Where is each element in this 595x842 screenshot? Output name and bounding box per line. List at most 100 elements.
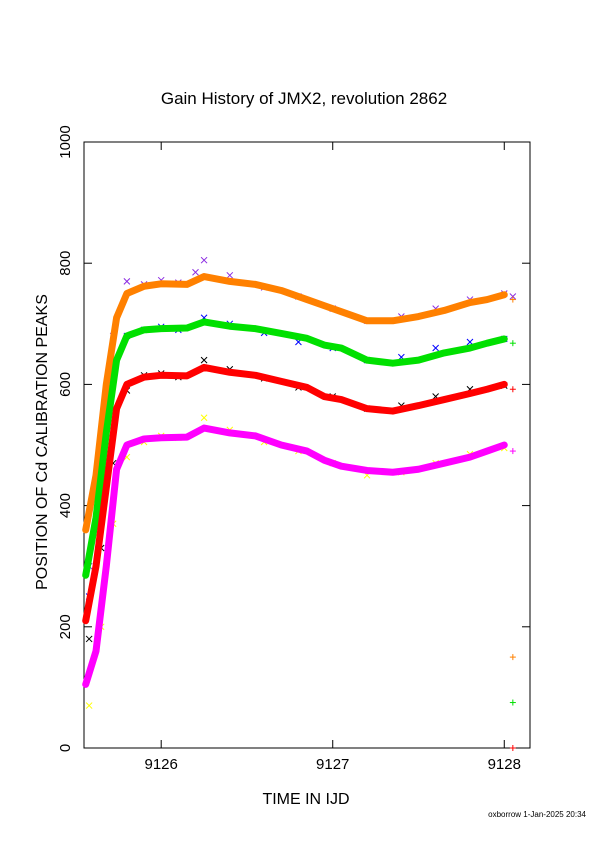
data-point bbox=[321, 302, 328, 309]
data-point bbox=[466, 390, 473, 397]
data-point bbox=[200, 356, 208, 364]
data-point bbox=[141, 435, 148, 442]
data-point bbox=[201, 364, 208, 371]
data-point bbox=[389, 408, 396, 415]
data-point bbox=[304, 384, 310, 391]
data-point bbox=[113, 314, 120, 321]
data-point bbox=[509, 745, 516, 751]
data-point bbox=[183, 325, 190, 332]
data-point bbox=[364, 317, 371, 324]
data-point bbox=[415, 402, 422, 409]
x-axis-label: TIME IN IJD bbox=[262, 791, 349, 808]
y-tick-label: 1000 bbox=[57, 125, 74, 158]
data-point bbox=[278, 442, 285, 448]
data-point bbox=[201, 273, 208, 280]
y-tick-label: 800 bbox=[57, 251, 74, 276]
data-point bbox=[85, 702, 93, 709]
data-point bbox=[415, 357, 422, 364]
data-point bbox=[183, 434, 190, 441]
data-point bbox=[364, 357, 371, 364]
data-point bbox=[226, 323, 233, 330]
data-point bbox=[82, 572, 89, 579]
data-point bbox=[501, 335, 508, 342]
data-point bbox=[484, 386, 491, 393]
data-point bbox=[278, 287, 285, 294]
series-6 bbox=[85, 414, 508, 709]
series-3 bbox=[82, 318, 516, 706]
series-7 bbox=[82, 424, 516, 688]
data-point bbox=[226, 271, 234, 279]
data-point bbox=[484, 296, 491, 303]
data-point bbox=[338, 463, 345, 470]
data-point bbox=[158, 372, 165, 379]
data-point bbox=[123, 290, 130, 297]
data-point bbox=[123, 442, 130, 448]
data-point bbox=[364, 467, 371, 474]
data-marks bbox=[82, 256, 517, 751]
data-point bbox=[484, 340, 491, 347]
data-point bbox=[93, 648, 100, 655]
data-point bbox=[338, 345, 345, 352]
series-line bbox=[82, 424, 508, 688]
data-point bbox=[501, 381, 508, 388]
data-point bbox=[103, 381, 110, 388]
series-line bbox=[82, 318, 508, 579]
data-point bbox=[113, 466, 120, 473]
data-point bbox=[85, 635, 93, 643]
data-point bbox=[158, 434, 165, 441]
data-point bbox=[441, 460, 448, 467]
data-point bbox=[158, 325, 165, 332]
plot-frame bbox=[83, 141, 531, 749]
data-point bbox=[389, 317, 396, 324]
data-point bbox=[123, 332, 130, 339]
x-tick-label: 9126 bbox=[145, 756, 178, 773]
data-point bbox=[509, 654, 516, 661]
data-point bbox=[278, 378, 285, 385]
y-tick-label: 600 bbox=[57, 372, 74, 397]
data-point bbox=[509, 448, 516, 455]
data-point bbox=[441, 307, 448, 314]
series-line bbox=[82, 273, 508, 534]
data-point bbox=[304, 448, 310, 455]
data-point bbox=[415, 313, 422, 320]
data-point bbox=[364, 405, 371, 412]
data-point bbox=[93, 514, 100, 521]
axis-ticks: 0 200 400 600 800 1000 9126 9127 9128 bbox=[57, 125, 530, 773]
data-point bbox=[415, 466, 422, 473]
data-point bbox=[226, 369, 233, 376]
series-5 bbox=[82, 363, 516, 751]
data-point bbox=[509, 293, 517, 300]
data-point bbox=[103, 563, 110, 570]
data-point bbox=[82, 526, 89, 533]
series-0 bbox=[85, 256, 517, 570]
data-point bbox=[389, 469, 396, 476]
data-point bbox=[466, 299, 473, 306]
data-point bbox=[252, 372, 259, 379]
data-point bbox=[441, 396, 448, 403]
data-point bbox=[466, 454, 473, 461]
chart-title: Gain History of JMX2, revolution 2862 bbox=[161, 89, 447, 108]
data-point bbox=[252, 281, 259, 288]
data-point bbox=[321, 342, 328, 349]
data-point bbox=[509, 386, 516, 393]
y-axis-label: POSITION OF Cd CALIBRATION PEAKS bbox=[34, 294, 51, 590]
data-point bbox=[432, 344, 440, 352]
data-point bbox=[509, 340, 516, 347]
data-point bbox=[123, 278, 131, 285]
data-point bbox=[484, 448, 491, 455]
y-tick-label: 200 bbox=[57, 614, 74, 639]
data-point bbox=[389, 360, 396, 367]
data-point bbox=[192, 268, 199, 276]
x-tick-label: 9128 bbox=[488, 756, 521, 773]
data-point bbox=[201, 318, 208, 325]
series-line bbox=[82, 363, 508, 625]
data-point bbox=[226, 278, 233, 285]
data-point bbox=[93, 563, 100, 570]
data-point bbox=[141, 283, 148, 290]
footer-timestamp: oxborrow 1-Jan-2025 20:34 bbox=[488, 810, 586, 819]
data-point bbox=[509, 296, 516, 303]
data-point bbox=[200, 256, 208, 264]
data-point bbox=[201, 425, 208, 432]
data-point bbox=[252, 325, 259, 332]
